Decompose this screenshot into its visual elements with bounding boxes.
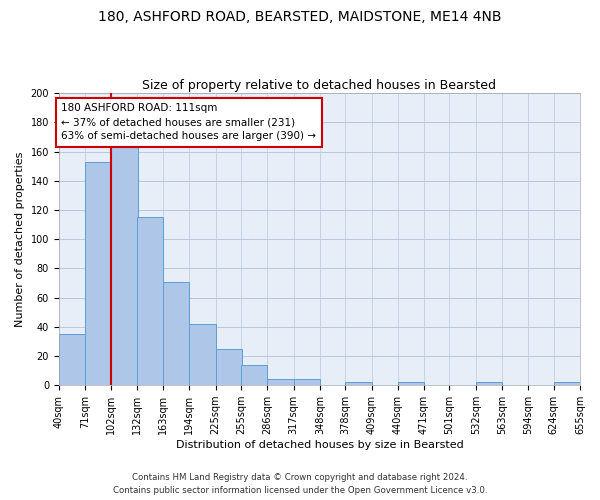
Bar	[267, 380, 293, 385]
Text: Contains HM Land Registry data © Crown copyright and database right 2024.
Contai: Contains HM Land Registry data © Crown c…	[113, 473, 487, 495]
Bar	[163, 282, 189, 385]
Bar	[189, 324, 215, 385]
Bar	[59, 334, 85, 385]
Bar	[398, 382, 424, 385]
Bar	[476, 382, 502, 385]
Bar	[345, 382, 371, 385]
X-axis label: Distribution of detached houses by size in Bearsted: Distribution of detached houses by size …	[176, 440, 463, 450]
Bar	[554, 382, 580, 385]
Title: Size of property relative to detached houses in Bearsted: Size of property relative to detached ho…	[142, 79, 496, 92]
Bar	[215, 348, 242, 385]
Bar	[85, 162, 112, 385]
Text: 180 ASHFORD ROAD: 111sqm
← 37% of detached houses are smaller (231)
63% of semi-: 180 ASHFORD ROAD: 111sqm ← 37% of detach…	[61, 104, 316, 142]
Bar	[293, 380, 320, 385]
Bar	[137, 218, 163, 385]
Bar	[241, 365, 267, 385]
Text: 180, ASHFORD ROAD, BEARSTED, MAIDSTONE, ME14 4NB: 180, ASHFORD ROAD, BEARSTED, MAIDSTONE, …	[98, 10, 502, 24]
Y-axis label: Number of detached properties: Number of detached properties	[15, 152, 25, 327]
Bar	[112, 146, 137, 385]
